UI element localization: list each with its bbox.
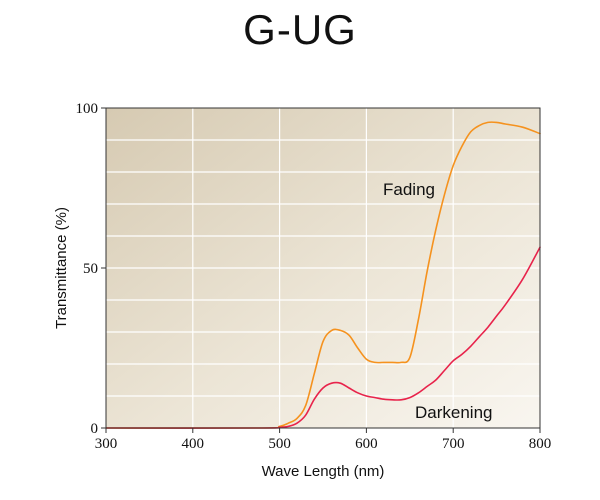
x-tick-label: 300 — [95, 436, 118, 452]
annotation-fading: Fading — [383, 180, 435, 199]
y-tick-label: 100 — [76, 101, 99, 117]
x-tick-label: 600 — [355, 436, 378, 452]
series-line-fading — [105, 121, 541, 429]
series-line-darkening — [105, 246, 541, 429]
y-axis-label: Transmittance (%) — [53, 207, 70, 329]
x-tick-label: 700 — [442, 436, 465, 452]
y-tick-label: 0 — [91, 421, 99, 437]
x-tick-label: 500 — [268, 436, 291, 452]
x-tick-label: 800 — [529, 436, 552, 452]
annotation-darkening: Darkening — [415, 403, 493, 422]
y-tick-label: 50 — [83, 261, 98, 277]
chart-title: G-UG — [243, 6, 357, 53]
x-axis-label: Wave Length (nm) — [262, 463, 385, 480]
x-tick-label: 400 — [182, 436, 205, 452]
